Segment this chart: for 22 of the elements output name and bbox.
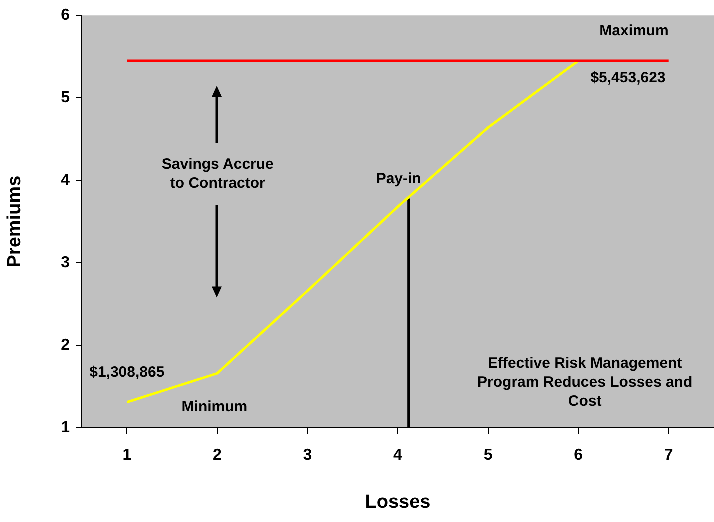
x-tick-label: 3: [303, 447, 312, 464]
x-tick-label: 5: [484, 447, 493, 464]
y-tick-label: 5: [61, 89, 70, 106]
annotation: Minimum: [182, 398, 248, 416]
y-tick-label: 4: [61, 172, 70, 189]
x-tick-label: 1: [122, 447, 132, 464]
x-tick-label: 4: [394, 447, 403, 464]
y-tick-label: 6: [61, 7, 70, 24]
y-tick-label: 2: [61, 336, 70, 354]
x-axis-title: Losses: [365, 492, 431, 513]
y-axis-title: Premiums: [4, 176, 26, 268]
x-tick-label: 7: [664, 447, 674, 464]
y-tick-label: 3: [61, 254, 70, 272]
annotation: Effective Risk Management Program Reduces Losses and Cost: [478, 354, 693, 410]
annotation: Savings Accrue to Contractor: [162, 156, 274, 192]
y-tick-label: 1: [61, 419, 70, 436]
annotation: $1,308,865: [90, 364, 165, 382]
series-label: Maximum: [600, 22, 669, 40]
annotation: $5,453,623: [590, 70, 666, 87]
annotation: Pay-in: [376, 170, 422, 188]
x-tick-label: 2: [212, 447, 222, 464]
x-tick-label: 6: [574, 447, 584, 464]
